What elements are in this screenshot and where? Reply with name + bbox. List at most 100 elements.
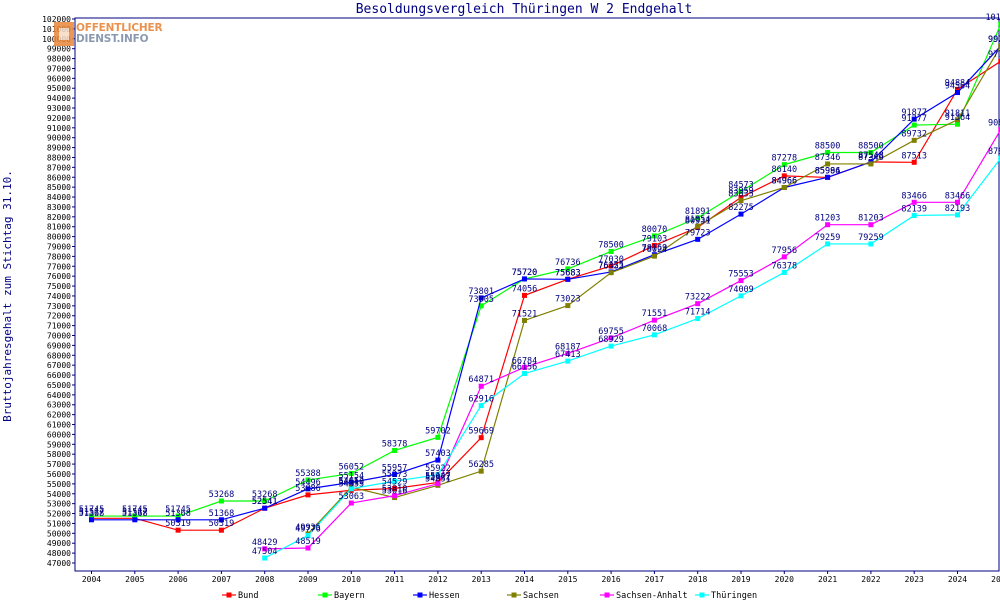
data-label-hessen: 51368 [79,509,105,519]
data-point-th-ringen [695,316,701,322]
data-label-bayern: 78500 [598,240,624,250]
data-label-th-ringen: 79259 [858,233,884,243]
data-point-hessen [218,517,224,523]
data-point-hessen [262,505,268,511]
data-point-hessen [175,517,181,523]
data-label-hessen: 91877 [901,108,927,118]
data-label-sachsen-anhalt: 71551 [642,309,668,319]
data-label-bund: 53886 [295,484,321,494]
data-point-th-ringen [608,343,614,349]
data-label-sachsen: 83635 [728,190,754,200]
data-label-hessen: 99275 [988,35,1000,45]
y-tick-label: 53000 [47,500,71,509]
series-line-th-ringen [264,158,1000,559]
data-point-th-ringen [955,212,960,218]
data-point-sachsen [781,184,787,190]
data-point-sachsen-anhalt [305,545,311,551]
y-tick-label: 71000 [47,322,71,331]
data-label-sachsen: 87346 [815,153,841,163]
data-point-bayern [305,477,311,483]
data-label-bayern: 59702 [425,426,451,436]
data-label-sachsen: 76352 [598,262,624,272]
data-point-sachsen [695,223,701,229]
y-tick-label: 52000 [47,510,71,519]
data-label-th-ringen: 68929 [598,335,624,345]
data-label-bund: 80931 [685,216,711,226]
data-point-sachsen-anhalt [608,335,614,341]
data-label-bayern: 51745 [165,505,191,515]
y-tick-label: 66000 [47,371,71,380]
data-point-hessen [89,517,94,523]
data-point-bund [955,86,960,92]
legend-marker-bayern [322,592,328,598]
data-label-bund: 50319 [209,519,235,529]
data-label-bayern: 80070 [642,225,668,235]
data-label-bayern: 88500 [815,142,841,152]
data-point-th-ringen [392,478,398,484]
data-label-bund: 85984 [815,166,841,176]
y-tick-label: 92000 [47,114,71,123]
data-label-sachsen: 87346 [858,153,884,163]
data-label-sachsen: 99275 [988,35,1000,45]
data-label-th-ringen: 54510 [339,478,365,488]
data-label-bund: 54353 [339,479,365,489]
y-tick-label: 60000 [47,430,71,439]
data-point-th-ringen [262,555,268,561]
data-label-hessen: 84966 [772,176,798,186]
y-tick-label: 47000 [47,559,71,568]
data-point-th-ringen [651,332,657,338]
data-point-bayern [132,513,138,519]
y-tick-label: 61000 [47,421,71,430]
data-point-bund [651,242,657,248]
data-point-hessen [435,457,441,463]
x-tick-label: 2015 [558,575,577,584]
y-tick-label: 83000 [47,203,71,212]
y-tick-label: 65000 [47,381,71,390]
data-point-bayern [738,188,744,194]
data-point-th-ringen [868,241,874,247]
data-point-bayern [651,233,657,239]
data-point-bund [218,527,224,533]
x-tick-label: 2023 [905,575,924,584]
data-point-bayern [998,21,1000,27]
data-point-bund [998,58,1000,64]
data-label-hessen: 75683 [555,268,581,278]
logo-line-1: OFFENTLICHER [76,22,163,34]
data-label-sachsen: 78024 [642,245,668,255]
data-label-hessen: 52541 [252,497,278,507]
data-label-hessen: 85996 [815,166,841,176]
data-label-bayern: 87278 [772,154,798,164]
y-tick-label: 72000 [47,312,71,321]
x-tick-label: 2021 [818,575,837,584]
data-label-bund: 55147 [425,471,451,481]
data-point-sachsen [522,317,527,323]
data-label-sachsen: 89732 [901,129,927,139]
data-point-bund [478,435,484,441]
y-tick-label: 62000 [47,411,71,420]
x-tick-label: 2019 [731,575,750,584]
data-point-sachsen [651,253,657,259]
data-label-sachsen-anhalt: 53063 [339,492,365,502]
data-point-th-ringen [348,486,354,492]
data-point-bayern [608,248,614,254]
data-label-th-ringen: 74009 [728,285,754,295]
data-label-th-ringen: 70068 [642,324,668,334]
data-label-sachsen-anhalt: 48519 [295,537,321,547]
data-label-hessen: 51368 [165,509,191,519]
data-point-sachsen [608,270,614,276]
data-label-bayern: 75720 [512,268,538,278]
x-tick-label: 2022 [861,575,880,584]
data-point-bund [608,263,614,269]
data-label-bund: 97731 [988,50,1000,60]
y-tick-label: 85000 [47,183,71,192]
legend-label-bund: Bund [238,591,258,600]
data-point-bund [175,527,181,533]
legend-label-sachsen: Sachsen [523,591,559,600]
data-point-th-ringen [998,155,1000,161]
data-label-bund: 87548 [858,151,884,161]
data-point-hessen [738,211,744,217]
x-tick-label: 2009 [298,575,317,584]
data-point-hessen [911,116,917,122]
data-label-sachsen-anhalt: 75553 [728,270,754,280]
data-label-bund: 51517 [122,507,148,517]
